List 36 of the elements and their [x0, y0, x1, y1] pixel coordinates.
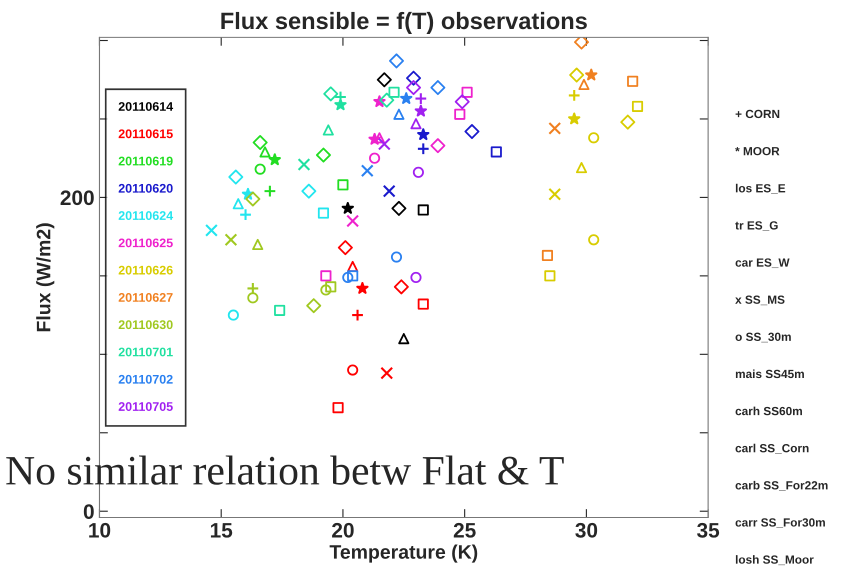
text: 20110620 — [118, 184, 173, 193]
text: 20110619 — [118, 156, 173, 166]
text: 20110701 — [118, 348, 173, 356]
text: 20110615 — [118, 129, 173, 138]
x-tick-label: 25 — [454, 522, 476, 538]
text: carl SS_Corn — [736, 444, 809, 454]
text: 20110705 — [118, 402, 173, 411]
chart-title: Flux sensible = f(T) observations — [221, 12, 587, 34]
x-tick-label: 15 — [210, 523, 232, 538]
text: 20110626 — [118, 266, 173, 275]
text: * MOOR — [735, 146, 780, 156]
x-axis-title: Temperature (K) — [330, 544, 478, 563]
text: o SS_30m — [736, 332, 791, 342]
x-tick-label: 30 — [575, 522, 598, 538]
text: los ES_E — [736, 184, 786, 194]
text: carh SS60m — [736, 406, 802, 416]
text: carr SS_For30m — [736, 518, 825, 528]
text: tr ES_G — [735, 221, 778, 231]
y-axis-title: Flux (W/m2) — [36, 223, 54, 332]
text: 20110625 — [118, 238, 173, 248]
x-tick-label: 10 — [89, 522, 110, 538]
text: 20110624 — [118, 211, 174, 220]
text: x SS_MS — [735, 295, 785, 306]
text: 20110630 — [118, 320, 173, 330]
x-tick-label: 20 — [332, 522, 354, 538]
text: mais SS45m — [736, 369, 804, 378]
text: losh SS_Moor — [736, 555, 814, 566]
text: car ES_W — [736, 258, 790, 268]
x-tick-label: 35 — [697, 522, 720, 538]
y-tick-label: 0 — [84, 504, 94, 519]
text: 20110627 — [118, 293, 173, 302]
text: + CORN — [736, 110, 780, 118]
text: 20110614 — [118, 102, 174, 111]
text: 20110702 — [118, 374, 173, 384]
y-tick-label: 200 — [60, 190, 94, 206]
text: carb SS_For22m — [736, 480, 828, 491]
